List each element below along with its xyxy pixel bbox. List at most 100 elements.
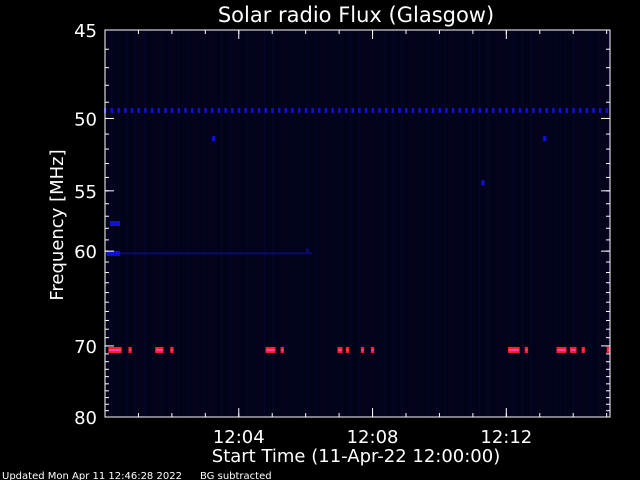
bright-row-core [361,348,364,351]
dotted-line-mark [431,107,435,113]
dotted-line-mark [271,107,274,113]
dotted-line-mark [231,107,234,113]
bright-row-core [557,348,566,351]
dotted-line-mark [491,107,495,113]
background-streak [470,30,472,417]
background-streak [453,30,455,417]
background-streak [539,30,541,417]
dotted-line-mark [217,107,221,113]
background-streak [375,30,377,417]
dotted-line-mark [204,107,207,113]
plot-background [105,30,610,417]
background-streak [530,30,532,417]
spot-mark [305,248,310,254]
dotted-line-mark [331,107,334,113]
dotted-line-mark [391,107,395,113]
dotted-line-mark [311,107,314,113]
dotted-line-mark [177,107,181,113]
background-streak [427,30,429,417]
background-streak [504,30,506,417]
background-streak [195,30,197,417]
dotted-line-mark [324,107,328,113]
background-streak [186,30,188,417]
background-streak [109,30,111,417]
background-streak [246,30,248,417]
bright-row-core [371,348,374,351]
background-streak [160,30,162,417]
dotted-line-mark [264,107,268,113]
bright-row-core [171,348,173,351]
dotted-line-mark [297,107,301,113]
dotted-line-mark [572,107,575,113]
dotted-line-mark [532,107,535,113]
background-streak [599,30,601,417]
dotted-line-mark [458,107,462,113]
background-streak [444,30,446,417]
dotted-line-mark [565,107,569,113]
dotted-line-mark [451,107,455,113]
y-tick-label: 55 [74,182,97,203]
background-streak [521,30,523,417]
background-streak [332,30,334,417]
dotted-line-mark [224,107,227,113]
dotted-line-mark [137,107,140,113]
bright-row-core [109,348,121,351]
dotted-line-mark [592,107,595,113]
background-streak [418,30,420,417]
spot-mark [212,136,216,142]
faint-row [105,252,313,255]
dotted-line-mark [585,107,589,113]
background-streak [272,30,274,417]
background-streak [590,30,592,417]
dotted-line-mark [411,107,415,113]
dotted-line-mark [117,107,120,113]
dotted-line-mark [244,107,247,113]
x-tick-label: 12:04 [213,427,265,448]
x-tick-label: 12:08 [347,427,399,448]
y-tick-label: 45 [74,21,97,42]
dotted-line-mark [358,107,361,113]
dotted-line-mark [284,107,288,113]
dotted-line-mark [170,107,174,113]
footer-bg-note: BG subtracted [200,471,272,480]
dotted-line-mark [318,107,321,113]
dotted-line-mark [438,107,441,113]
background-streak [392,30,394,417]
dotted-line-mark [351,107,354,113]
background-streak [152,30,154,417]
dotted-line-mark [150,107,154,113]
dotted-line-mark [197,107,201,113]
y-axis-label: Frequency [MHz] [47,149,68,300]
dotted-line-mark [304,107,308,113]
bright-row-core [338,348,342,351]
dotted-line-mark [598,107,602,113]
dotted-line-mark [478,107,482,113]
dotted-line-mark [471,107,475,113]
background-streak [307,30,309,417]
background-streak [143,30,145,417]
dotted-line-mark [251,107,254,113]
dotted-line-mark [538,107,542,113]
dotted-line-mark [211,107,214,113]
background-streak [401,30,403,417]
dotted-line-mark [605,107,609,113]
y-tick-label: 60 [74,242,97,263]
background-streak [384,30,386,417]
background-streak [607,30,609,417]
dotted-line-mark [418,107,421,113]
bright-row-core [582,348,584,351]
dotted-line-mark [338,107,341,113]
background-streak [229,30,231,417]
background-streak [264,30,266,417]
background-streak [564,30,566,417]
background-streak [126,30,128,417]
background-streak [496,30,498,417]
spot-mark [543,136,547,142]
bright-row-core [129,348,131,351]
dotted-line-mark [398,107,401,113]
dotted-line-mark [384,107,388,113]
dotted-line-mark [485,107,488,113]
background-streak [358,30,360,417]
spot-mark [481,180,485,186]
